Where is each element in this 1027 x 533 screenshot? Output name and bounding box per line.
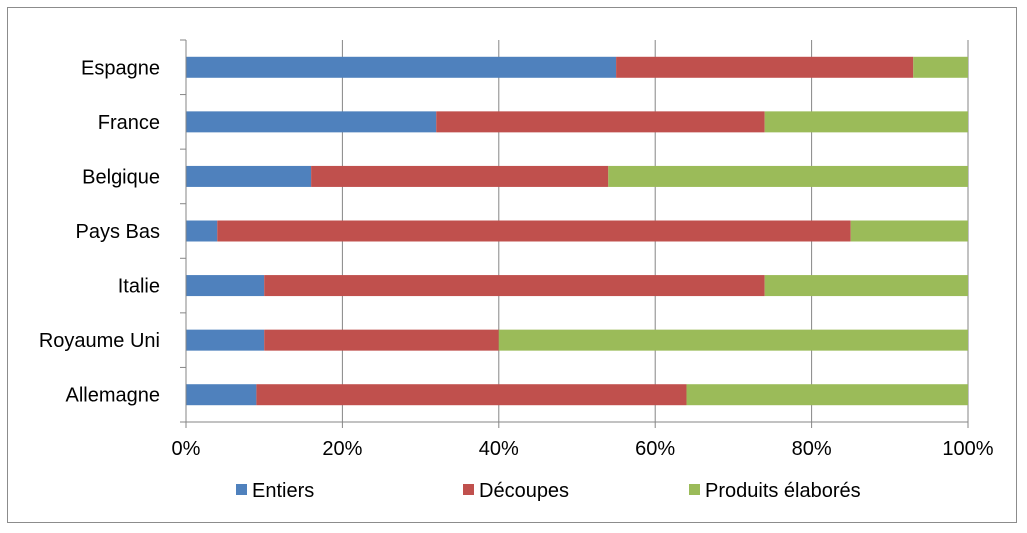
y-tick-label: France — [98, 112, 160, 134]
x-tick-label: 80% — [792, 438, 832, 460]
legend: Entiers Découpes Produits élaborés — [236, 480, 861, 502]
bar-segment-produits-labor-s — [764, 111, 968, 133]
y-tick-label: Royaume Uni — [39, 330, 160, 352]
y-tick-label: Allemagne — [65, 385, 160, 407]
axes — [180, 39, 969, 428]
bar-segment-entiers — [186, 56, 617, 78]
bar-segment-entiers — [186, 384, 257, 406]
bar-segment-entiers — [186, 220, 218, 242]
bar-segment-d-coupes — [217, 220, 851, 242]
x-tick-label: 100% — [942, 438, 993, 460]
y-tick-label: Espagne — [81, 57, 160, 79]
bar-segment-entiers — [186, 329, 265, 351]
bar-segment-d-coupes — [256, 384, 687, 406]
bars — [186, 56, 968, 406]
legend-swatch — [463, 484, 474, 495]
bar-segment-produits-labor-s — [850, 220, 968, 242]
bar-segment-d-coupes — [436, 111, 765, 133]
bar-segment-entiers — [186, 111, 437, 133]
bar-segment-produits-labor-s — [608, 165, 968, 187]
legend-label: Découpes — [479, 480, 569, 502]
legend-swatch — [689, 484, 700, 495]
legend-label: Produits élaborés — [705, 480, 861, 502]
y-tick-labels: Espagne France Belgique Pays Bas Italie Royau… — [39, 57, 160, 406]
bar-segment-entiers — [186, 275, 265, 297]
x-tick-label: 20% — [322, 438, 362, 460]
x-tick-label: 40% — [479, 438, 519, 460]
x-tick-label: 60% — [635, 438, 675, 460]
bar-segment-d-coupes — [616, 56, 914, 78]
y-tick-label: Belgique — [82, 166, 160, 188]
x-tick-labels: 0% 20% 40% 60% 80% 100% — [172, 438, 994, 460]
bar-segment-produits-labor-s — [498, 329, 968, 351]
bar-segment-d-coupes — [264, 275, 765, 297]
legend-swatch — [236, 484, 247, 495]
x-tick-label: 0% — [172, 438, 201, 460]
bar-segment-entiers — [186, 165, 312, 187]
y-tick-label: Italie — [118, 276, 160, 298]
bar-segment-d-coupes — [311, 165, 609, 187]
bar-segment-produits-labor-s — [913, 56, 968, 78]
legend-label: Entiers — [252, 480, 314, 502]
y-tick-label: Pays Bas — [76, 221, 160, 243]
bar-segment-d-coupes — [264, 329, 499, 351]
bar-segment-produits-labor-s — [686, 384, 968, 406]
bar-segment-produits-labor-s — [764, 275, 968, 297]
chart-frame — [7, 7, 1017, 523]
